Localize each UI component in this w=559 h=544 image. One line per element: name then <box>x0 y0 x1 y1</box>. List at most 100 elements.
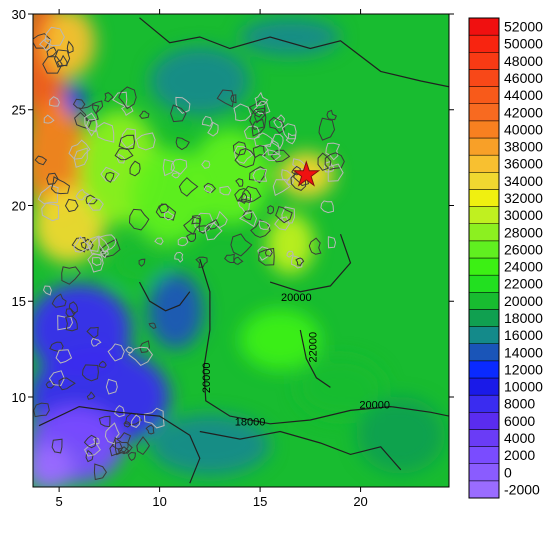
contour-line <box>219 185 232 196</box>
colorbar-swatch <box>468 292 500 310</box>
contour-line <box>34 155 48 166</box>
colorbar-label: 26000 <box>504 241 543 257</box>
colorbar-swatch <box>468 34 500 53</box>
contour-line <box>233 256 244 265</box>
x-tick-label: 15 <box>253 494 267 509</box>
colorbar-swatch <box>468 360 500 379</box>
colorbar-label: 0 <box>504 464 512 480</box>
colorbar-label: 8000 <box>504 396 535 412</box>
colorbar-swatch <box>468 377 500 396</box>
contour-line <box>254 91 269 107</box>
contour-label: 22000 <box>307 332 319 363</box>
contour-field <box>33 14 445 487</box>
contour-line <box>207 121 219 137</box>
field-region <box>239 308 321 371</box>
contour-line <box>224 253 235 263</box>
contour-line <box>114 436 133 456</box>
contour-line <box>56 54 68 67</box>
plot-area <box>33 14 449 487</box>
colorbar-swatch <box>468 154 500 173</box>
x-tick-label: 5 <box>56 494 63 509</box>
contour-line <box>237 192 248 204</box>
colorbar-label: 50000 <box>504 36 543 52</box>
contour-line <box>78 104 100 122</box>
contour-line <box>38 405 201 484</box>
contour-line <box>206 218 220 230</box>
contour-line <box>327 236 337 249</box>
contour-line <box>129 160 141 177</box>
contour-line <box>258 247 275 266</box>
colorbar-swatch <box>468 343 500 362</box>
y-tick-label: 20 <box>12 198 26 213</box>
contour-line <box>281 123 297 140</box>
contour-line <box>323 160 335 173</box>
contour-line <box>51 438 63 454</box>
contour-line <box>201 160 211 169</box>
contour-line <box>317 152 332 171</box>
contour-line <box>127 346 154 367</box>
contour-line <box>114 148 134 161</box>
contour-line <box>44 26 65 47</box>
colorbar-swatch <box>468 206 500 224</box>
colorbar-swatch <box>468 86 500 104</box>
field-region <box>129 148 210 244</box>
colorbar-swatch <box>468 309 500 327</box>
contour-line <box>98 415 111 428</box>
colorbar-swatch <box>468 137 500 156</box>
y-axis: 10 15 20 25 30 <box>12 7 454 405</box>
contour-line <box>269 234 352 293</box>
contour-line <box>99 238 121 258</box>
contour-line <box>83 434 97 449</box>
x-axis: 5 10 15 20 <box>56 9 368 509</box>
contour-line <box>85 118 98 133</box>
colorbar-label: 34000 <box>504 173 543 189</box>
colorbar-label: 22000 <box>504 276 543 292</box>
contour-line <box>275 205 293 224</box>
x-tick-label: 20 <box>353 494 367 509</box>
colorbar-label: 24000 <box>504 259 543 275</box>
contour-line <box>154 237 164 245</box>
contour-line <box>33 402 50 418</box>
colorbar-swatch <box>468 240 500 259</box>
contour-line <box>299 329 331 388</box>
contour-line <box>162 158 175 177</box>
contour-line <box>68 139 91 160</box>
colorbar-swatch <box>468 52 500 70</box>
contour-line <box>175 137 190 151</box>
colorbar-swatch <box>468 463 500 482</box>
colorbar-label: 6000 <box>504 413 535 429</box>
field-region <box>356 396 445 474</box>
contour-line <box>143 407 165 429</box>
colorbar-label: 4000 <box>504 430 535 446</box>
contour-line <box>91 100 104 115</box>
contour-line <box>271 133 284 149</box>
contour-line <box>123 421 131 428</box>
colorbar-label: 48000 <box>504 53 543 69</box>
colorbar-swatch <box>468 446 500 464</box>
contour-line <box>71 237 87 253</box>
contour-line <box>195 256 208 269</box>
contour-label: 20000 <box>281 292 312 304</box>
contour-line <box>274 216 290 231</box>
colorbar-label: 12000 <box>504 361 543 377</box>
contour-line <box>233 103 252 122</box>
contour-line <box>324 152 345 170</box>
contour-line <box>86 391 96 400</box>
y-tick-label: 25 <box>12 103 26 118</box>
contour-line <box>105 378 118 395</box>
colorbar-swatch <box>468 326 500 344</box>
contour-line <box>107 343 125 362</box>
contour-line <box>320 200 335 214</box>
contour-line <box>48 96 60 107</box>
contour-line <box>61 266 81 285</box>
contour-label-group: 20000 22000 20000 20000 18000 <box>201 292 390 428</box>
contour-line <box>191 215 202 225</box>
contour-line <box>93 463 108 481</box>
contour-line <box>292 158 306 171</box>
contour-line <box>85 194 98 205</box>
colorbar-label: 44000 <box>504 87 543 103</box>
contour-line <box>128 208 150 231</box>
y-tick-label: 30 <box>12 7 26 22</box>
colorbar-label: 14000 <box>504 344 543 360</box>
